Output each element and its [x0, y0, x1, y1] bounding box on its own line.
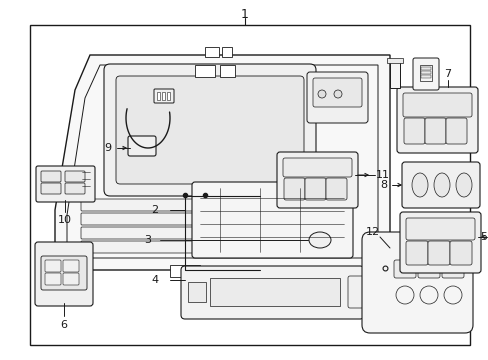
FancyBboxPatch shape: [192, 182, 352, 258]
Circle shape: [333, 90, 341, 98]
FancyBboxPatch shape: [417, 260, 439, 278]
Bar: [170, 265, 200, 277]
FancyBboxPatch shape: [402, 93, 471, 117]
FancyBboxPatch shape: [306, 72, 367, 123]
FancyBboxPatch shape: [449, 241, 471, 265]
FancyBboxPatch shape: [284, 178, 305, 200]
Ellipse shape: [411, 173, 427, 197]
FancyBboxPatch shape: [65, 183, 85, 194]
Bar: [222, 47, 231, 57]
Text: 7: 7: [444, 69, 450, 79]
Text: 6: 6: [61, 320, 67, 330]
FancyBboxPatch shape: [63, 260, 79, 272]
FancyBboxPatch shape: [403, 118, 424, 144]
FancyBboxPatch shape: [81, 199, 238, 211]
FancyBboxPatch shape: [128, 136, 156, 156]
FancyBboxPatch shape: [65, 171, 85, 182]
Bar: [386, 58, 402, 63]
Bar: [420, 75, 430, 78]
Bar: [167, 92, 170, 100]
FancyBboxPatch shape: [41, 183, 61, 194]
FancyBboxPatch shape: [399, 212, 480, 273]
Text: 12: 12: [365, 227, 379, 237]
Text: 4: 4: [151, 275, 158, 285]
Text: 5: 5: [479, 232, 486, 242]
FancyBboxPatch shape: [312, 78, 361, 107]
FancyBboxPatch shape: [36, 166, 95, 202]
Text: 8: 8: [380, 180, 387, 190]
FancyBboxPatch shape: [396, 87, 477, 153]
FancyBboxPatch shape: [41, 256, 87, 290]
Bar: [419, 65, 431, 81]
FancyBboxPatch shape: [361, 232, 472, 333]
Text: 1: 1: [241, 8, 248, 21]
FancyBboxPatch shape: [305, 178, 325, 200]
Ellipse shape: [433, 173, 449, 197]
FancyBboxPatch shape: [445, 118, 466, 144]
Circle shape: [317, 90, 325, 98]
Text: 2: 2: [151, 205, 158, 215]
Text: 3: 3: [144, 235, 151, 245]
Bar: [195, 65, 215, 77]
Bar: [30, 25, 469, 345]
Bar: [187, 282, 205, 302]
Bar: [420, 67, 430, 70]
Ellipse shape: [455, 173, 471, 197]
Bar: [420, 71, 430, 74]
FancyBboxPatch shape: [412, 58, 438, 90]
FancyBboxPatch shape: [181, 266, 363, 319]
FancyBboxPatch shape: [325, 178, 346, 200]
FancyBboxPatch shape: [393, 260, 415, 278]
FancyBboxPatch shape: [347, 276, 369, 308]
FancyBboxPatch shape: [81, 227, 238, 239]
FancyBboxPatch shape: [45, 273, 61, 285]
Bar: [162, 92, 164, 100]
FancyBboxPatch shape: [81, 241, 238, 253]
Bar: [389, 60, 399, 88]
Text: 9: 9: [104, 143, 111, 153]
FancyBboxPatch shape: [41, 171, 61, 182]
Text: 10: 10: [58, 215, 72, 225]
FancyBboxPatch shape: [45, 260, 61, 272]
FancyBboxPatch shape: [441, 260, 463, 278]
Polygon shape: [55, 55, 389, 270]
Bar: [220, 65, 235, 77]
FancyBboxPatch shape: [81, 213, 238, 225]
FancyBboxPatch shape: [35, 242, 93, 306]
FancyBboxPatch shape: [427, 241, 449, 265]
FancyBboxPatch shape: [405, 241, 427, 265]
FancyBboxPatch shape: [424, 118, 445, 144]
FancyBboxPatch shape: [276, 152, 357, 208]
Bar: [209, 278, 339, 306]
FancyBboxPatch shape: [154, 89, 174, 103]
FancyBboxPatch shape: [405, 218, 474, 240]
FancyBboxPatch shape: [63, 273, 79, 285]
Bar: [157, 92, 160, 100]
FancyBboxPatch shape: [283, 158, 351, 177]
Bar: [204, 47, 219, 57]
Ellipse shape: [308, 232, 330, 248]
FancyBboxPatch shape: [401, 162, 479, 208]
FancyBboxPatch shape: [116, 76, 304, 184]
FancyBboxPatch shape: [104, 64, 315, 196]
Text: 11: 11: [375, 170, 389, 180]
